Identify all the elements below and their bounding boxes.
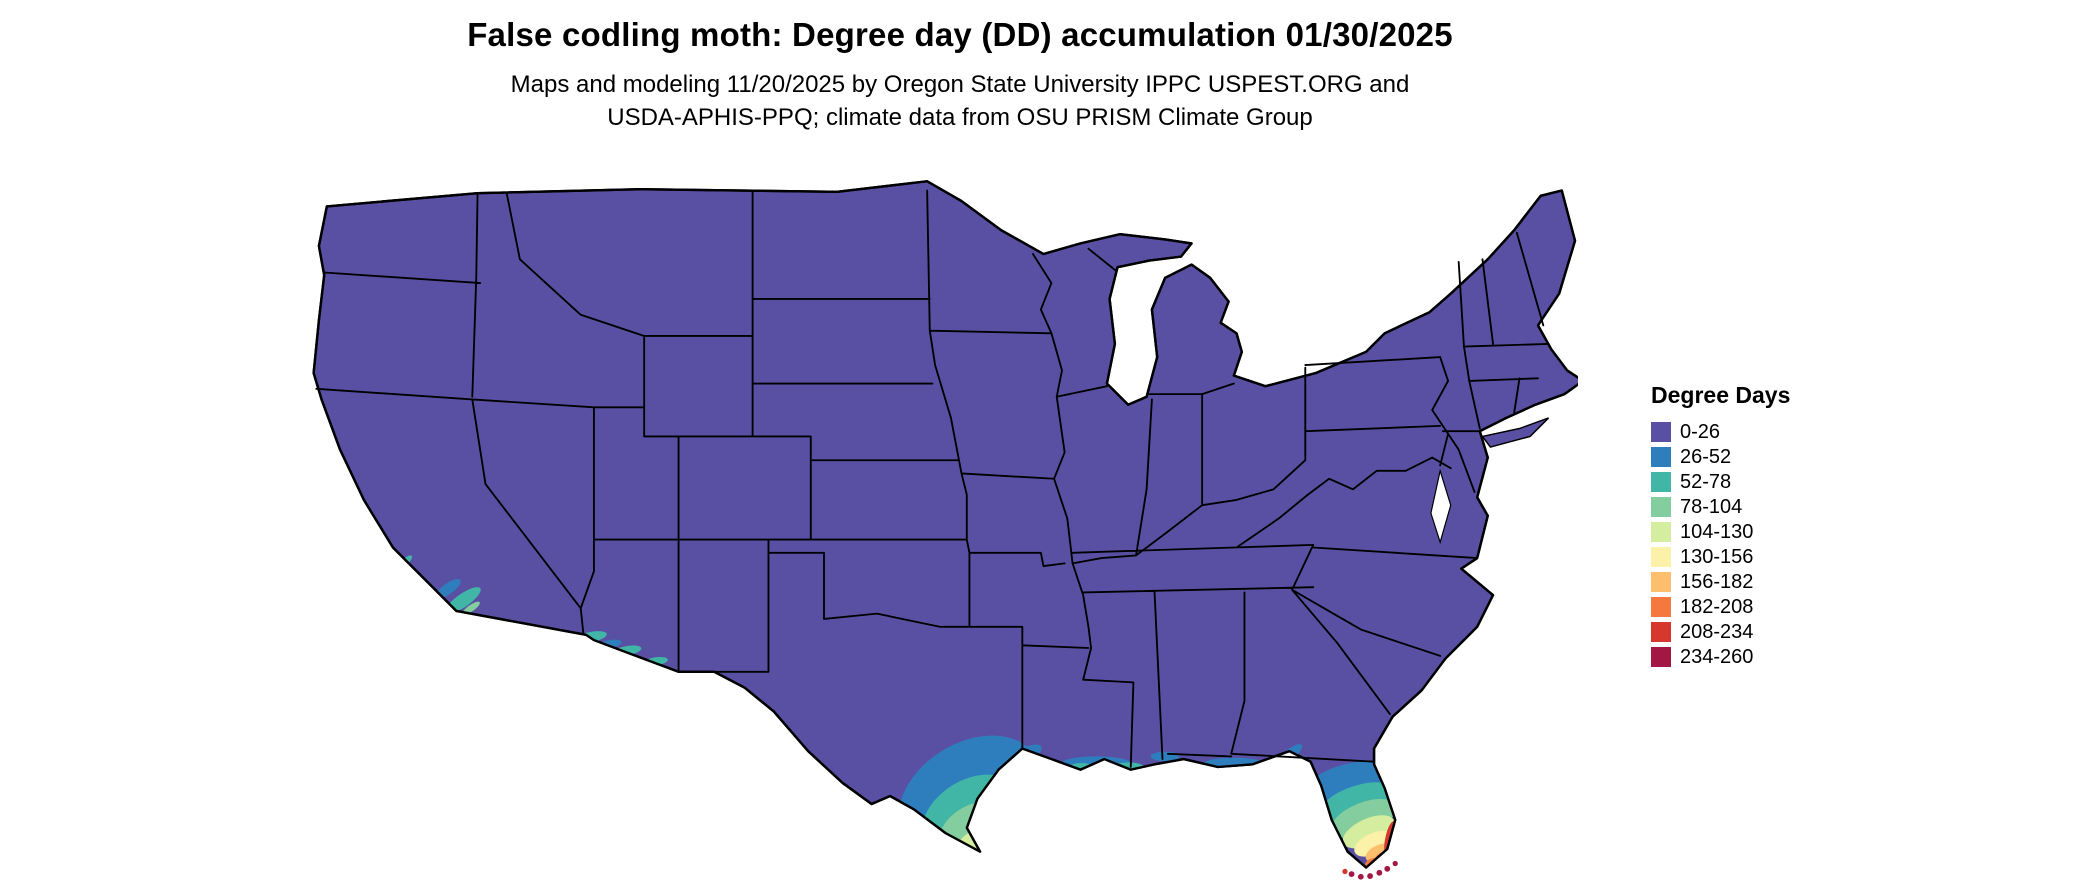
subtitle-line-1: Maps and modeling 11/20/2025 by Oregon S… [510, 71, 1410, 98]
legend-swatch [1651, 521, 1671, 542]
legend-swatch [1651, 421, 1671, 442]
keys-dot [1384, 865, 1391, 872]
keys-dot [1348, 871, 1355, 878]
keys-dot [1357, 873, 1364, 880]
legend-item: 234-260 [1651, 644, 1790, 669]
us-degree-day-map [308, 172, 1578, 886]
page-subtitle: Maps and modeling 11/20/2025 by Oregon S… [0, 68, 1920, 134]
legend-item: 78-104 [1651, 494, 1790, 519]
legend-swatch [1651, 446, 1671, 467]
keys-dot [1342, 868, 1348, 875]
subtitle-line-2: USDA-APHIS-PPQ; climate data from OSU PR… [607, 104, 1313, 131]
ca-coast-26-52 [436, 579, 461, 598]
keys-dot [1376, 869, 1383, 876]
long-island [1481, 417, 1550, 448]
florida-keys [1342, 860, 1398, 880]
legend-swatch [1651, 596, 1671, 617]
legend-items: 0-26 26-52 52-78 78-104 104-130 130-156 156-18… [1651, 419, 1790, 669]
legend-swatch [1651, 471, 1671, 492]
chesapeake-bay [1430, 468, 1452, 545]
us-map-svg [312, 180, 1578, 880]
legend-swatch [1651, 496, 1671, 517]
keys-dot [1392, 860, 1398, 867]
legend-item: 208-234 [1651, 619, 1790, 644]
legend-item: 104-130 [1651, 519, 1790, 544]
legend-item: 0-26 [1651, 419, 1790, 444]
legend-title: Degree Days [1651, 382, 1791, 408]
fl-band-104-130 [1342, 815, 1395, 849]
legend-item: 26-52 [1651, 444, 1790, 469]
legend-swatch [1651, 546, 1671, 567]
legend-item-label: 104-130 [1680, 520, 1754, 543]
legend-item-label: 208-234 [1680, 620, 1754, 643]
legend-item-label: 0-26 [1680, 420, 1721, 443]
legend-item: 52-78 [1651, 469, 1790, 494]
legend-item: 182-208 [1651, 594, 1790, 619]
keys-dot [1367, 873, 1373, 879]
legend: Degree Days 0-26 26-52 52-78 78-104 104-130 1… [1651, 382, 1790, 669]
legend-item-label: 52-78 [1680, 470, 1732, 493]
legend-swatch [1651, 621, 1671, 642]
legend-item-label: 156-182 [1680, 570, 1754, 593]
legend-item-label: 182-208 [1680, 595, 1754, 618]
legend-item-label: 26-52 [1680, 445, 1732, 468]
legend-swatch [1651, 646, 1671, 667]
legend-item-label: 130-156 [1680, 545, 1754, 568]
fl-band-78-104 [1331, 799, 1396, 839]
page-title: False codling moth: Degree day (DD) accu… [467, 16, 1453, 53]
legend-item: 156-182 [1651, 569, 1790, 594]
legend-item: 130-156 [1651, 544, 1790, 569]
legend-swatch [1651, 571, 1671, 592]
header: False codling moth: Degree day (DD) accu… [0, 16, 1920, 134]
legend-item-label: 234-260 [1680, 645, 1754, 668]
legend-item-label: 78-104 [1680, 495, 1743, 518]
